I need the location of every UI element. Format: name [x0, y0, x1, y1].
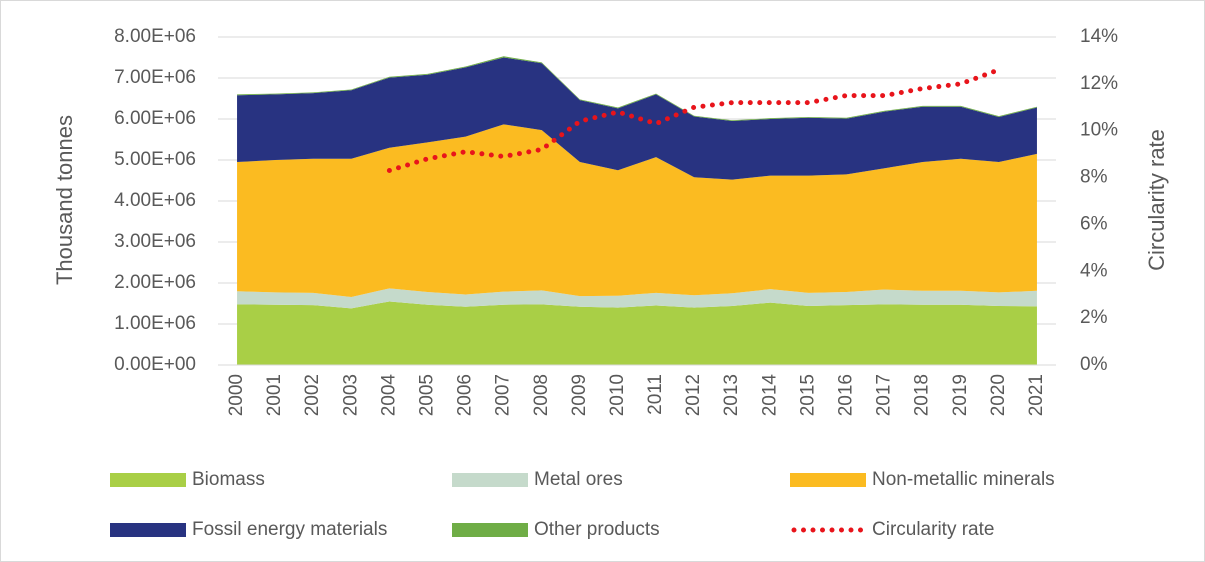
y-axis-title: Thousand tonnes	[52, 115, 77, 285]
x-tick-label: 2002	[302, 374, 323, 416]
y2-tick-label: 14%	[1080, 26, 1118, 47]
area	[237, 56, 1037, 122]
x-tick-label: 2013	[721, 374, 742, 416]
y-tick-label: 3.00E+06	[114, 231, 196, 252]
x-tick-label: 2021	[1026, 374, 1047, 416]
x-tick-label: 2015	[797, 374, 818, 416]
y2-tick-label: 12%	[1080, 73, 1118, 94]
x-tick-label: 2003	[340, 374, 361, 416]
x-tick-label: 2012	[683, 374, 704, 416]
x-tick-label: 2007	[493, 374, 514, 416]
y-tick-label: 6.00E+06	[114, 108, 196, 129]
x-tick-label: 2017	[874, 374, 895, 416]
y-tick-label: 8.00E+06	[114, 26, 196, 47]
y-tick-label: 4.00E+06	[114, 190, 196, 211]
x-tick-label: 2006	[455, 374, 476, 416]
legend-label: Circularity rate	[872, 519, 994, 540]
legend-swatch	[110, 473, 186, 487]
line	[386, 67, 1002, 174]
legend-label: Biomass	[192, 469, 265, 490]
x-tick-label: 2011	[645, 374, 666, 415]
x-tick-label: 2014	[759, 374, 780, 417]
legend-swatch	[110, 523, 186, 537]
area	[237, 301, 1037, 365]
x-tick-label: 2016	[836, 374, 857, 416]
y2-tick-label: 2%	[1080, 307, 1108, 328]
area	[237, 57, 1037, 180]
y2-axis-title: Circularity rate	[1144, 129, 1169, 271]
y2-tick-label: 10%	[1080, 120, 1118, 141]
legend-label: Non-metallic minerals	[872, 469, 1055, 490]
area	[237, 124, 1037, 297]
legend-swatch	[790, 473, 866, 487]
y-tick-label: 5.00E+06	[114, 149, 196, 170]
x-tick-label: 2010	[607, 374, 628, 416]
x-tick-label: 2000	[226, 374, 247, 416]
x-tick-label: 2009	[569, 374, 590, 416]
x-tick-label: 2001	[264, 374, 285, 416]
x-tick-label: 2005	[417, 374, 438, 416]
y2-tick-label: 8%	[1080, 167, 1108, 188]
y-tick-label: 1.00E+06	[114, 313, 196, 334]
y-tick-label: 0.00E+00	[114, 354, 196, 375]
y2-tick-label: 0%	[1080, 354, 1108, 375]
x-tick-label: 2020	[988, 374, 1009, 416]
legend-label: Metal ores	[534, 469, 623, 490]
legend-swatch	[452, 523, 528, 537]
x-tick-label: 2018	[912, 374, 933, 416]
y-tick-label: 7.00E+06	[114, 67, 196, 88]
area	[237, 288, 1037, 309]
x-tick-label: 2019	[950, 374, 971, 416]
x-tick-label: 2008	[531, 374, 552, 416]
y-tick-label: 2.00E+06	[114, 272, 196, 293]
y2-tick-label: 4%	[1080, 260, 1108, 281]
legend-label: Fossil energy materials	[192, 519, 387, 540]
legend-label: Other products	[534, 519, 660, 540]
x-tick-label: 2004	[378, 374, 399, 417]
legend-swatch	[452, 473, 528, 487]
y2-tick-label: 6%	[1080, 213, 1108, 234]
